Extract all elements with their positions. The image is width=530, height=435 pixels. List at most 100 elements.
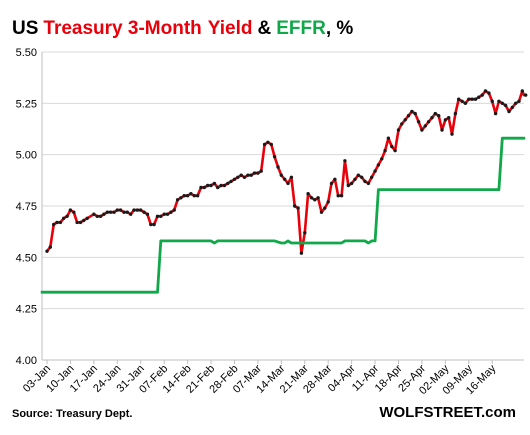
treasury-data-point (473, 97, 478, 101)
title-part-amp: & (257, 18, 271, 39)
treasury-data-point (102, 212, 106, 216)
treasury-data-point (477, 95, 481, 99)
treasury-data-point (78, 220, 83, 225)
treasury-data-point (487, 91, 491, 95)
treasury-data-point (169, 210, 173, 214)
treasury-data-point (500, 101, 504, 106)
effr-line (40, 136, 526, 294)
y-tick-label: 4.25 (16, 304, 37, 316)
treasury-data-point (139, 208, 143, 212)
treasury-data-point (216, 185, 220, 190)
treasury-data-point (380, 157, 384, 161)
treasury-data-point (118, 208, 123, 212)
treasury-data-point (182, 194, 186, 198)
treasury-data-point (125, 210, 129, 214)
treasury-data-point (480, 93, 484, 97)
treasury-data-point (370, 175, 374, 179)
treasury-data-point (356, 173, 360, 177)
treasury-data-point (82, 218, 86, 223)
treasury-data-point (98, 214, 103, 218)
treasury-data-point (212, 181, 217, 186)
treasury-data-point (520, 89, 524, 93)
treasury-data-point (85, 216, 89, 220)
treasury-data-point (296, 206, 300, 210)
treasury-data-point (517, 99, 521, 104)
treasury-data-point (252, 171, 257, 175)
treasury-data-point (420, 128, 424, 132)
treasury-data-point (135, 208, 140, 212)
treasury-data-point (383, 148, 387, 153)
treasury-data-point (95, 214, 99, 218)
treasury-data-point (323, 206, 327, 210)
treasury-data-point (108, 210, 113, 214)
treasury-data-point (149, 222, 153, 227)
treasury-data-point (326, 200, 330, 204)
treasury-data-point (105, 210, 110, 214)
treasury-data-point (443, 118, 448, 122)
treasury-data-point (360, 175, 364, 179)
treasury-data-point (232, 177, 237, 181)
treasury-data-point (507, 109, 511, 114)
treasury-data-point (179, 196, 183, 200)
treasury-data-point (229, 179, 233, 184)
treasury-data-point (145, 212, 150, 216)
treasury-data-point (333, 177, 337, 181)
treasury-data-point (430, 116, 434, 120)
treasury-data-point (142, 210, 146, 214)
treasury-data-point (272, 155, 277, 159)
treasury-data-point (450, 132, 454, 136)
treasury-data-point (58, 220, 63, 225)
treasury-data-point (192, 194, 196, 198)
treasury-data-point (363, 179, 367, 184)
treasury-data-point (55, 220, 59, 225)
treasury-data-point (437, 114, 441, 118)
treasury-data-point (189, 192, 193, 196)
treasury-data-point (470, 97, 474, 101)
treasury-data-point (386, 136, 391, 140)
treasury-data-point (286, 181, 290, 186)
treasury-data-point (457, 97, 461, 101)
treasury-data-point (155, 214, 160, 218)
treasury-data-point (433, 111, 437, 116)
treasury-data-point (65, 214, 69, 218)
treasury-data-point (396, 128, 401, 132)
treasury-data-point (129, 212, 133, 216)
source-note: Source: Treasury Dept. (12, 408, 132, 420)
treasury-data-point (440, 128, 444, 132)
treasury-data-point (329, 181, 334, 186)
title-part-treasury: Treasury 3-Month (43, 18, 201, 39)
treasury-data-point (62, 216, 66, 220)
title-part-yield: Yield (208, 18, 253, 39)
treasury-data-point (303, 231, 307, 235)
treasury-data-point (269, 142, 273, 147)
treasury-data-point (256, 171, 260, 175)
treasury-data-point (400, 122, 404, 126)
y-tick-label: 4.50 (16, 252, 37, 264)
treasury-data-point (202, 185, 206, 190)
treasury-data-point (293, 204, 297, 208)
treasury-data-point (45, 249, 49, 253)
treasury-data-point (115, 208, 120, 212)
title-part-us: US (12, 18, 38, 39)
treasury-data-point (426, 120, 431, 124)
treasury-data-point (159, 214, 163, 218)
treasury-data-point (316, 196, 320, 200)
treasury-data-point (199, 185, 203, 190)
treasury-data-point (165, 212, 170, 216)
treasury-data-point (406, 114, 411, 118)
brand-watermark: WOLFSTREET.com (379, 404, 516, 421)
treasury-data-point (226, 181, 230, 186)
treasury-data-point (283, 177, 287, 181)
treasury-data-point (413, 111, 417, 116)
treasury-data-point (152, 222, 156, 227)
treasury-data-point (393, 148, 397, 153)
treasury-data-point (490, 99, 494, 104)
treasury-data-point (209, 183, 213, 188)
treasury-data-point (390, 144, 394, 149)
treasury-data-point (447, 116, 451, 120)
treasury-data-point (92, 212, 96, 216)
title-part-effr: EFFR (276, 18, 326, 39)
y-tick-label: 5.50 (16, 47, 37, 59)
treasury-data-point (319, 210, 324, 214)
gridlines (42, 51, 524, 361)
